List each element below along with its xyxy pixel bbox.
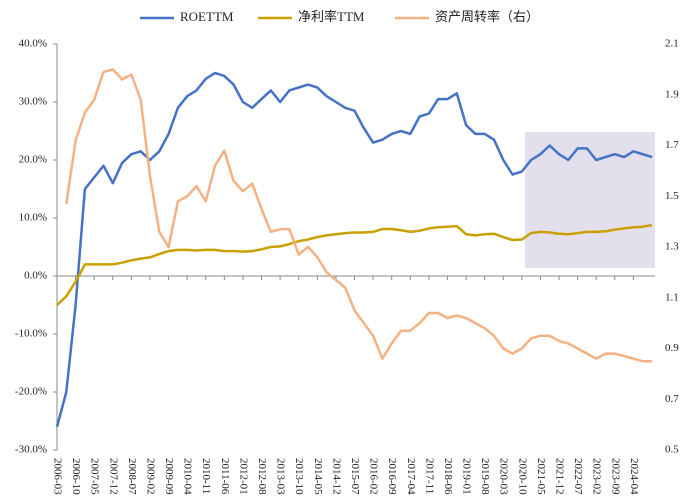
x-tick-label: 2012-08 (256, 458, 268, 495)
x-tick-label: 2016-02 (368, 458, 380, 495)
y-tick-label: -30.0% (15, 444, 47, 456)
x-tick-label: 2006-10 (70, 458, 82, 495)
y2-tick-label: 1.1 (665, 291, 679, 303)
x-tick-label: 2017-04 (405, 458, 417, 495)
legend-label: 资产周转率（右） (435, 9, 539, 24)
y-tick-label: 40.0% (19, 38, 47, 50)
x-tick-label: 2007-05 (89, 458, 101, 495)
x-tick-label: 2011-06 (219, 458, 231, 495)
x-tick-label: 2010-04 (182, 458, 194, 495)
x-tick-label: 2013-03 (275, 458, 287, 495)
y-tick-label: 20.0% (19, 154, 47, 166)
y-tick-label: 0.0% (24, 270, 47, 282)
series-line (56, 223, 653, 306)
y2-tick-label: 2.1 (665, 38, 679, 50)
x-tick-label: 2020-03 (498, 458, 510, 495)
x-tick-label: 2023-02 (591, 458, 603, 495)
x-tick-label: 2013-10 (293, 458, 305, 495)
x-tick-label: 2019-01 (461, 458, 473, 495)
x-tick-label: 2009-09 (163, 458, 175, 495)
highlight-region (525, 132, 655, 268)
x-tick-label: 2024-04 (628, 458, 640, 495)
series-line (55, 71, 653, 428)
y2-tick-label: 0.5 (665, 444, 679, 456)
y2-tick-label: 0.9 (665, 342, 679, 354)
x-tick-label: 2015-07 (349, 458, 361, 495)
y2-tick-label: 1.3 (665, 241, 679, 253)
y2-tick-label: 0.7 (665, 393, 679, 405)
x-tick-label: 2022-07 (572, 458, 584, 495)
x-tick-label: 2021-12 (554, 458, 566, 495)
y-tick-label: -20.0% (15, 386, 47, 398)
x-tick-label: 2010-11 (200, 458, 212, 494)
x-tick-label: 2009-02 (144, 458, 156, 495)
x-tick-label: 2007-12 (107, 458, 119, 495)
x-tick-label: 2023-09 (609, 458, 621, 495)
y-tick-label: 30.0% (19, 96, 47, 108)
x-tick-label: 2019-08 (479, 458, 491, 495)
legend-label: ROETTM (180, 9, 234, 24)
x-tick-label: 2018-06 (442, 458, 454, 495)
x-tick-label: 2014-05 (312, 458, 324, 495)
x-tick-label: 2020-10 (516, 458, 528, 495)
y2-tick-label: 1.5 (665, 190, 679, 202)
series-line (65, 68, 652, 363)
x-tick-label: 2012-01 (237, 458, 249, 495)
x-tick-label: 2017-11 (423, 458, 435, 494)
x-tick-label: 2014-12 (330, 458, 342, 495)
y-tick-label: -10.0% (15, 328, 47, 340)
x-tick-label: 2008-07 (126, 458, 138, 495)
legend-label: 净利率TTM (298, 9, 365, 24)
x-tick-label: 2016-09 (386, 458, 398, 495)
x-tick-label: 2021-05 (535, 458, 547, 495)
y2-tick-label: 1.7 (665, 139, 679, 151)
y2-tick-label: 1.9 (665, 88, 679, 100)
x-tick-label: 2006-03 (51, 458, 63, 495)
y-tick-label: 10.0% (19, 212, 47, 224)
